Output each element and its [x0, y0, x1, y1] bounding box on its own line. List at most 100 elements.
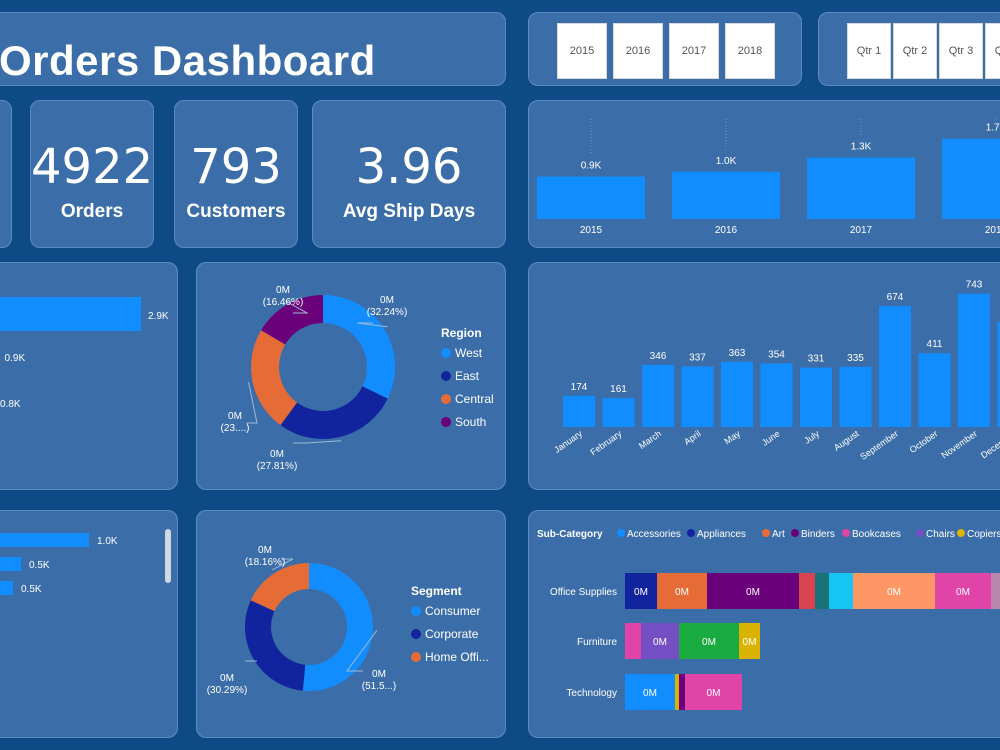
bar — [918, 353, 951, 427]
year-slicer: 2015 2016 2017 2018 — [528, 12, 802, 86]
stacked-segment — [625, 623, 641, 659]
stacked-segment — [657, 573, 707, 609]
bar — [879, 306, 911, 427]
bar — [563, 395, 595, 427]
data-label: 161 — [610, 384, 627, 395]
kpi-label: Customers — [186, 201, 286, 222]
leader-line — [285, 300, 309, 314]
leader-line — [272, 558, 294, 571]
segment-donut-chart[interactable]: 0M(51.5...)0M(30.29%)0M(18.16%)SegmentCo… — [197, 511, 506, 738]
slice-label-value: 0M — [258, 545, 272, 556]
legend-marker — [441, 394, 451, 404]
title-panel: Orders Dashboard — [0, 12, 506, 86]
data-label: 743 — [966, 280, 983, 291]
legend-title: Segment — [411, 584, 462, 598]
legend-item: Art — [772, 529, 785, 540]
segment-data-label: 0M — [887, 587, 901, 598]
data-label: 363 — [729, 348, 746, 359]
x-tick-label: September — [858, 428, 900, 461]
year-button-2016[interactable]: 2016 — [613, 23, 663, 79]
monthly-orders-chart-panel: 174 January 161 February 346 March 337 April 363… — [528, 262, 1000, 490]
quarter-button-2[interactable]: Qtr 2 — [893, 23, 937, 79]
bar — [0, 581, 13, 595]
stacked-segment — [739, 623, 760, 659]
kpi-label: Orders — [60, 201, 124, 222]
year-button-2015[interactable]: 2015 — [557, 23, 607, 79]
bar — [760, 363, 793, 427]
slice-label-percent: (32.24%) — [367, 307, 408, 318]
segment-data-label: 0M — [634, 587, 648, 598]
kpi-value: 793 — [190, 139, 282, 195]
partial-bar-chart-top-panel: 2.9K 0.9K 0.8K — [0, 262, 178, 490]
segment-donut-panel: 0M (51.5...) 0M (30.29%) 0M (18.16%) Segment Co… — [196, 510, 506, 738]
data-label: 331 — [808, 354, 825, 365]
bar — [0, 297, 141, 331]
x-tick-label: August — [832, 428, 861, 453]
segment-data-label: 0M — [702, 637, 716, 648]
x-tick-label: November — [939, 428, 979, 460]
subcategory-stacked-bar-chart[interactable]: Sub-Category Accessories Appliances Art Bind… — [529, 511, 1000, 738]
slice-label-percent: (30.29%) — [207, 685, 248, 696]
slice-label-value: 0M — [372, 669, 386, 680]
stacked-segment — [675, 674, 679, 710]
x-tick-label: October — [908, 428, 940, 455]
quarter-button-3[interactable]: Qtr 3 — [939, 23, 983, 79]
data-label: 0.9K — [5, 353, 26, 364]
data-label: 0.9K — [581, 161, 602, 172]
segment-data-label: 0M — [653, 637, 667, 648]
stacked-segment — [641, 623, 679, 659]
leader-line — [346, 630, 378, 672]
bar — [800, 367, 832, 427]
quarter-button-4[interactable]: Qtr 4 — [985, 23, 1000, 79]
data-label: 2.9K — [148, 311, 169, 322]
donut-slice — [245, 600, 306, 691]
region-donut-chart[interactable]: 0M(32.24%)0M(27.81%)0M(23....)0M(16.46%)… — [197, 263, 506, 490]
kpi-card-orders: 4922 Orders — [30, 100, 154, 248]
data-label: 0.5K — [21, 584, 42, 595]
slice-label-percent: (51.5...) — [362, 681, 396, 692]
stacked-segment — [853, 573, 935, 609]
stacked-segment — [625, 674, 675, 710]
x-tick-label: December — [979, 428, 1000, 460]
stacked-segment — [829, 573, 853, 609]
legend-item: Bookcases — [852, 529, 901, 540]
segment-data-label: 0M — [746, 587, 760, 598]
slice-label-percent: (16.46%) — [263, 297, 304, 308]
yearly-orders-chart-panel: 0.9K 2015 1.0K 2016 1.3K 2017 1.7K 2018 — [528, 100, 1000, 248]
stacked-segment — [679, 623, 739, 659]
year-button-2018[interactable]: 2018 — [725, 23, 775, 79]
donut-slice — [302, 563, 373, 691]
legend-marker — [687, 529, 695, 537]
donut-slice — [280, 386, 388, 439]
legend-marker — [762, 529, 770, 537]
yearly-orders-chart[interactable]: 0.9K 2015 1.0K 2016 1.3K 2017 1.7K 2018 — [529, 101, 1000, 248]
scrollbar[interactable] — [165, 529, 171, 583]
data-label: 354 — [768, 349, 785, 360]
legend-item: South — [455, 415, 486, 429]
bar — [642, 364, 674, 427]
donut-slice — [250, 563, 309, 612]
quarter-button-1[interactable]: Qtr 1 — [847, 23, 891, 79]
partial-bar-chart-bottom-panel: 1.0K0.5K0.5KKKKK — [0, 510, 178, 738]
legend-item: Binders — [801, 529, 835, 540]
stacked-segment — [935, 573, 991, 609]
segment-data-label: 0M — [643, 688, 657, 699]
year-button-2017[interactable]: 2017 — [669, 23, 719, 79]
legend-item: Home Offi... — [425, 650, 489, 664]
bar — [0, 557, 21, 571]
legend-item: Central — [455, 392, 494, 406]
legend-marker — [957, 529, 965, 537]
legend-marker — [411, 606, 421, 616]
monthly-orders-chart[interactable]: 174 January 161 February 346 March 337 April 363… — [529, 263, 1000, 490]
kpi-card-partial — [0, 100, 12, 248]
data-label: 1.7K — [986, 123, 1000, 134]
partial-bar-chart-bottom[interactable]: 1.0K0.5K0.5KKKKK — [0, 511, 178, 738]
bar — [958, 293, 990, 427]
donut-slice — [323, 295, 395, 399]
legend-item: East — [455, 369, 480, 383]
legend-item: West — [455, 346, 483, 360]
legend-marker — [441, 348, 451, 358]
data-label: 674 — [887, 292, 904, 303]
partial-bar-chart-top[interactable]: 2.9K 0.9K 0.8K — [0, 263, 178, 490]
slice-label-percent: (27.81%) — [257, 461, 298, 472]
